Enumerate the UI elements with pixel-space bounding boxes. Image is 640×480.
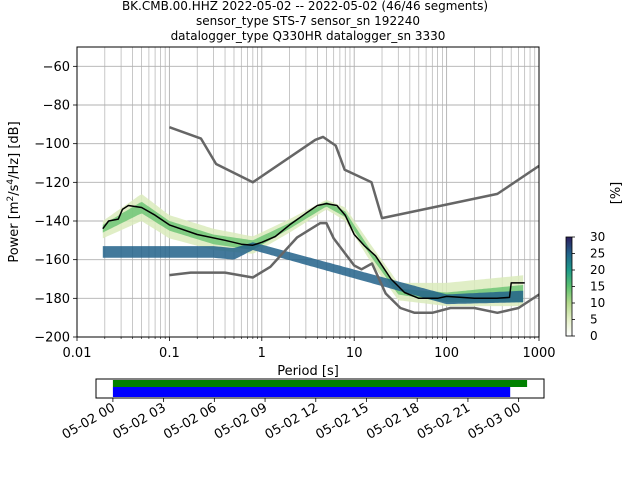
title-line-1: BK.CMB.00.HHZ 2022-05-02 -- 2022-05-02 (…: [122, 0, 488, 13]
timeline-tick-label: 05-02 06: [161, 400, 219, 442]
y-tick-label: −140: [34, 215, 70, 230]
colorbar-tick-label: 15: [590, 280, 605, 294]
median-layer: [102, 202, 525, 300]
chart-title: BK.CMB.00.HHZ 2022-05-02 -- 2022-05-02 (…: [122, 0, 488, 43]
x-tick-label: 0.1: [159, 346, 180, 361]
colorbar-ticks: 0 5 10 15 20 25 30: [572, 230, 605, 343]
timeline-tick-label: 05-02 09: [212, 400, 270, 442]
title-line-2: sensor_type STS-7 sensor_sn 192240: [196, 14, 420, 28]
colorbar-label: [%]: [609, 182, 624, 205]
y-tick-label: −120: [34, 176, 70, 191]
x-axis-ticks: 0.01 0.1 1 10 100 1000: [63, 337, 556, 361]
x-tick-label: 0.01: [63, 346, 92, 361]
timeline-tick-label: 05-02 15: [313, 400, 371, 442]
median-line: [102, 202, 525, 300]
timeline-tick-label: 05-02 03: [111, 400, 169, 442]
y-axis-ticks: −60 −80 −100 −120 −140 −160 −180 −200: [34, 60, 77, 346]
density-band-2: [102, 201, 524, 303]
colorbar-tick-label: 20: [590, 263, 605, 277]
y-tick-label: −80: [43, 99, 70, 114]
colorbar-tick-label: 25: [590, 247, 605, 261]
y-label-sup-1: 2: [6, 196, 16, 202]
timeline-used-bar: [112, 387, 511, 397]
timeline-tick-label: 05-02 18: [364, 400, 422, 442]
y-label-part-1: Power [m: [7, 201, 22, 262]
y-label-sup-2: 4: [6, 179, 16, 185]
y-tick-label: −180: [34, 292, 70, 307]
colorbar-tick-label: 10: [590, 296, 605, 310]
timeline-tick-label: 05-03 00: [466, 400, 524, 442]
x-tick-label: 10: [346, 346, 363, 361]
nlnm-line: [169, 221, 539, 315]
y-tick-label: −100: [34, 137, 70, 152]
noise-model-layer: [168, 126, 539, 315]
density-band-3: [102, 242, 524, 305]
y-axis-label: Power [m2/s4/Hz] [dB]: [6, 121, 22, 262]
x-tick-label: 1: [258, 346, 266, 361]
nhnm-line: [168, 126, 539, 220]
timeline-bars: [112, 380, 528, 397]
y-tick-label: −60: [43, 60, 70, 75]
colorbar-scale: [565, 236, 573, 337]
y-label-part-2: /s: [7, 184, 22, 195]
timeline-tick-label: 05-02 12: [263, 400, 321, 442]
title-line-3: datalogger_type Q330HR datalogger_sn 333…: [171, 29, 446, 43]
y-label-part-3: /Hz] [dB]: [7, 121, 22, 179]
colorbar-tick-label: 30: [590, 230, 605, 244]
timeline-tick-label: 05-02 00: [60, 400, 118, 442]
colorbar: 0 5 10 15 20 25 30 [%]: [565, 182, 624, 343]
colorbar-tick-label: 5: [590, 313, 598, 327]
density-layer: [102, 194, 524, 307]
x-axis-label: Period [s]: [277, 364, 339, 379]
y-tick-label: −160: [34, 253, 70, 268]
plot-frame: [76, 46, 540, 338]
timeline-data-bar: [112, 380, 528, 387]
timeline-tick-label: 05-02 21: [415, 400, 473, 442]
colorbar-tick-label: 0: [590, 329, 598, 343]
y-tick-label: −200: [34, 331, 70, 346]
x-tick-label: 1000: [522, 346, 555, 361]
x-tick-label: 100: [434, 346, 459, 361]
